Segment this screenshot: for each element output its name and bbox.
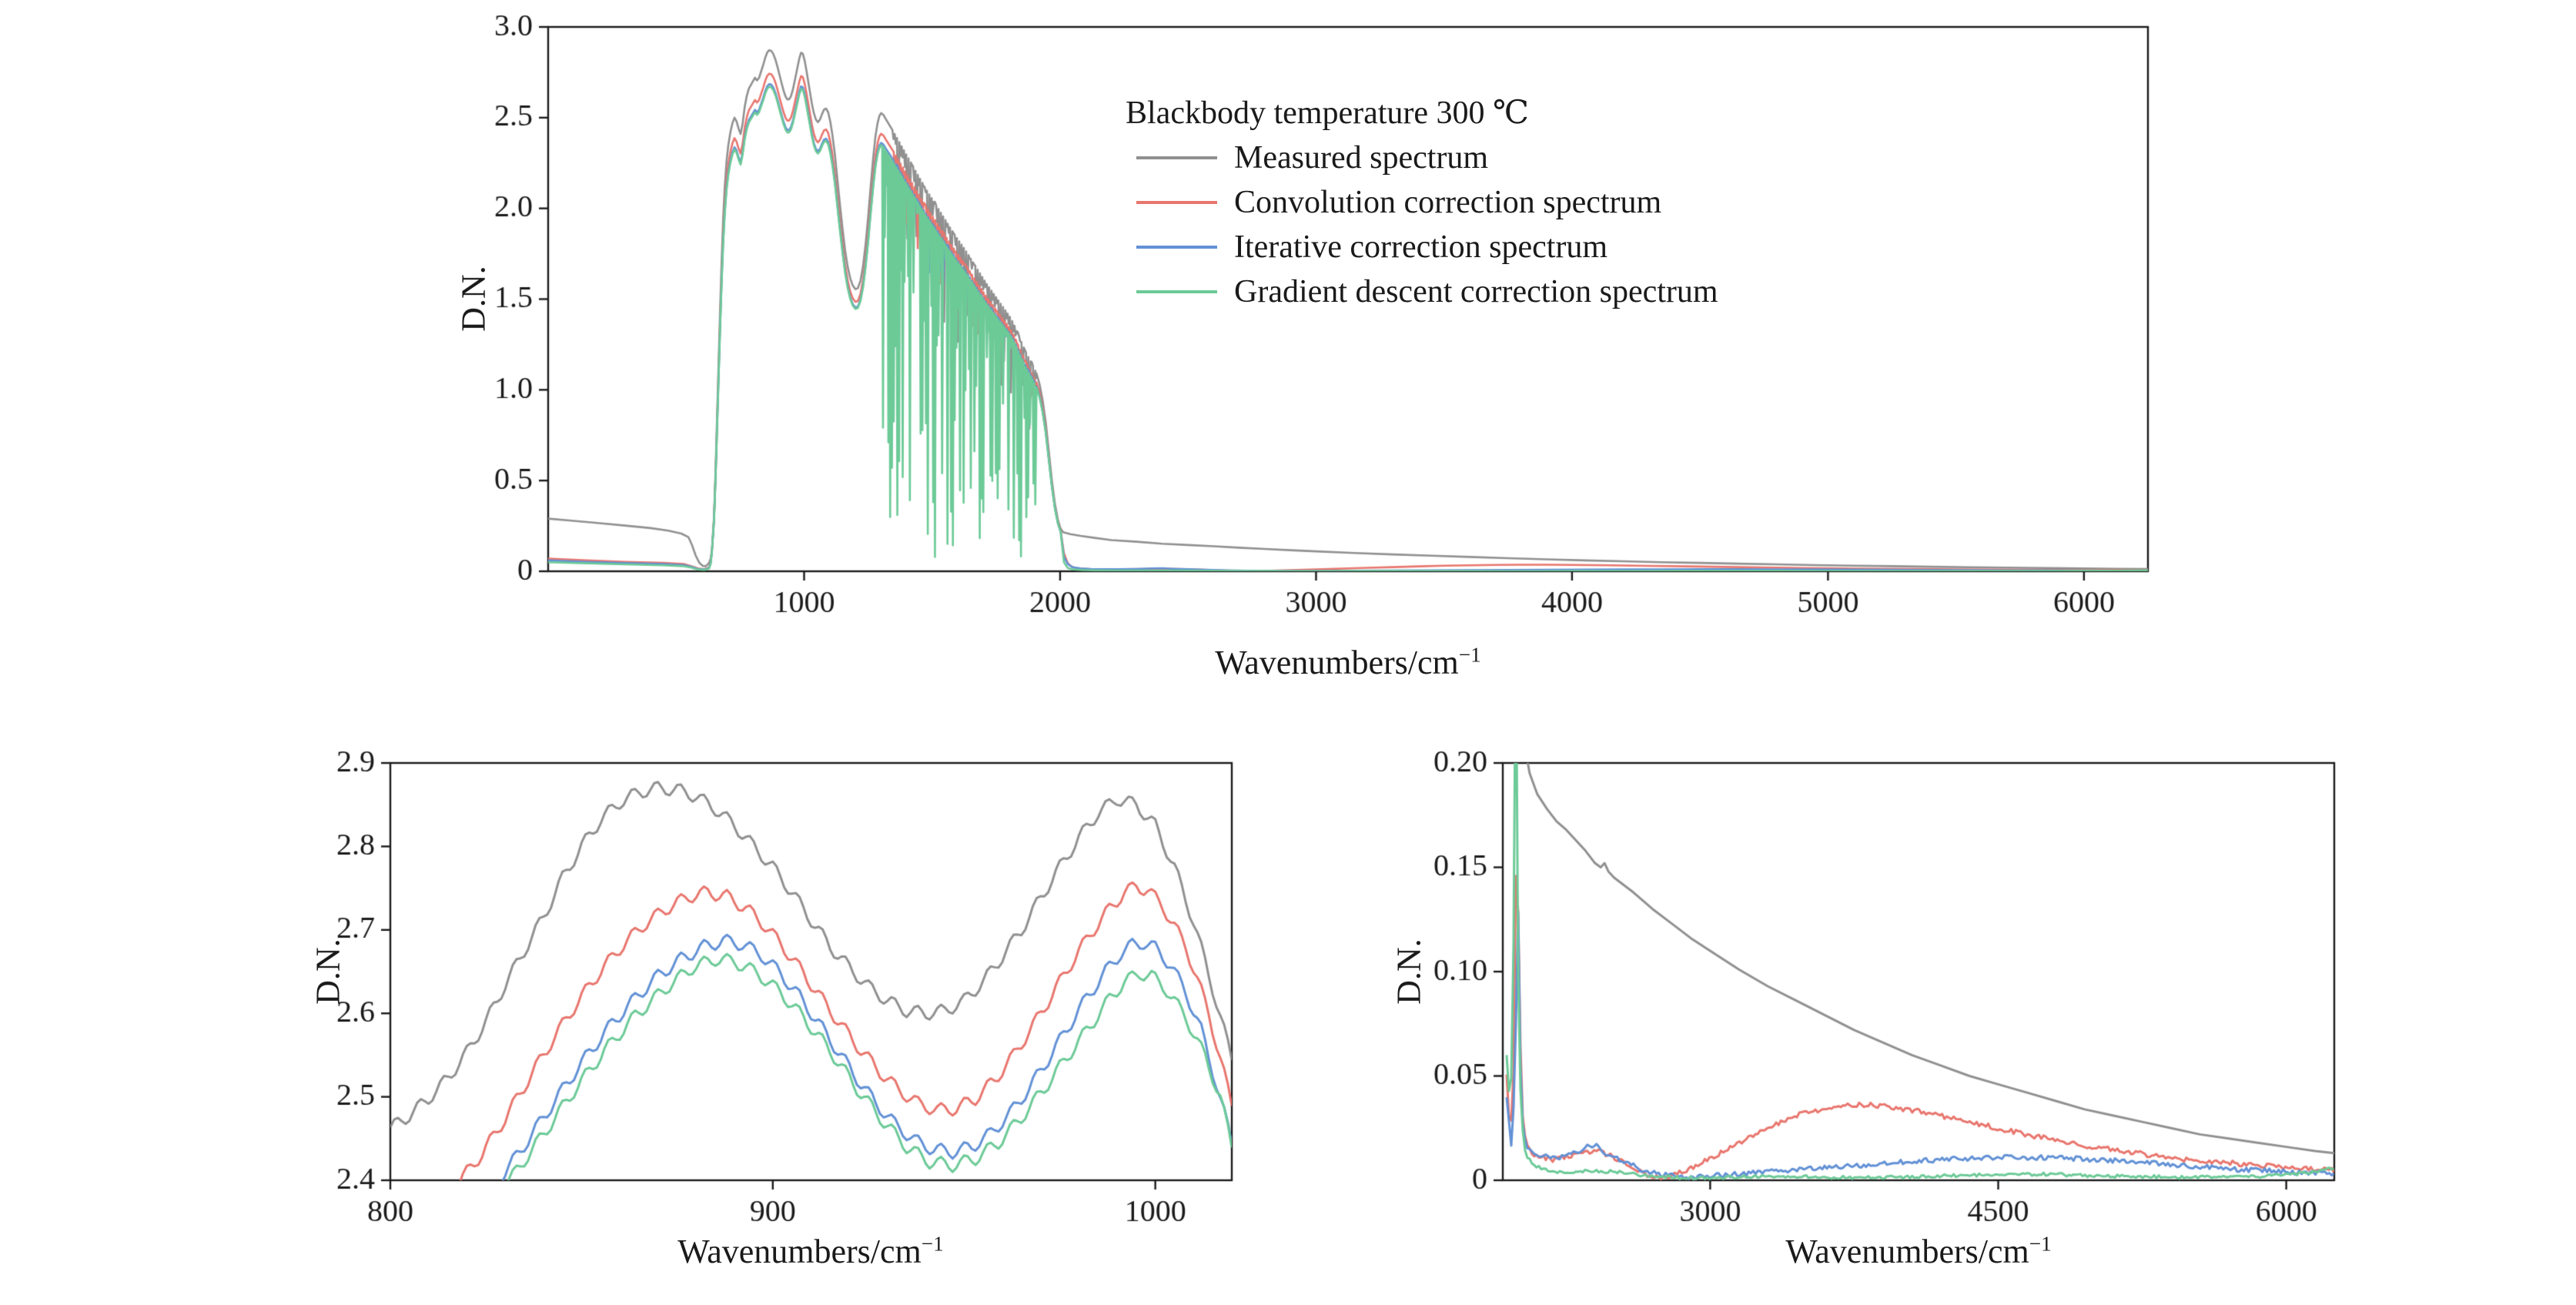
zoom-band-chart-canvas — [293, 735, 1293, 1228]
zoom-band-x-axis-label-text: Wavenumbers/cm — [677, 1233, 922, 1270]
legend-item-label: Iterative correction spectrum — [1234, 229, 1608, 265]
zoom-tail-y-axis-label: D.N. — [1390, 939, 1428, 1005]
zoom-tail-x-axis-label-exponent: −1 — [2029, 1232, 2052, 1256]
legend-item: Iterative correction spectrum — [1126, 225, 1718, 269]
main-x-axis-label-exponent: −1 — [1458, 643, 1481, 667]
main-x-axis-label: Wavenumbers/cm−1 — [1215, 643, 1481, 682]
legend-item-label: Gradient descent correction spectrum — [1234, 274, 1718, 310]
legend-title: Blackbody temperature 300 ℃ — [1126, 95, 1529, 131]
zoom-tail-chart: D.N. Wavenumbers/cm−1 — [1355, 735, 2387, 1305]
legend-line-sample — [1136, 156, 1217, 159]
zoom-band-chart: D.N. Wavenumbers/cm−1 — [293, 735, 1293, 1305]
zoom-tail-x-axis-label: Wavenumbers/cm−1 — [1785, 1232, 2052, 1271]
zoom-tail-x-axis-label-text: Wavenumbers/cm — [1785, 1233, 2029, 1270]
legend-line-sample — [1136, 201, 1217, 204]
legend: Blackbody temperature 300 ℃ Measured spe… — [1126, 91, 1718, 314]
legend-item: Measured spectrum — [1126, 136, 1718, 180]
zoom-band-x-axis-label-exponent: −1 — [921, 1232, 944, 1256]
main-spectrum-chart: D.N. Wavenumbers/cm−1 Blackbody temperat… — [370, 0, 2233, 708]
main-chart-canvas — [370, 0, 2233, 708]
main-x-axis-label-text: Wavenumbers/cm — [1215, 644, 1459, 681]
main-y-axis-label: D.N. — [454, 266, 493, 332]
zoom-band-y-axis-label: D.N. — [309, 939, 347, 1005]
zoom-band-x-axis-label: Wavenumbers/cm−1 — [677, 1232, 944, 1271]
legend-items: Measured spectrum Convolution correction … — [1126, 136, 1718, 314]
legend-line-sample — [1136, 246, 1217, 249]
legend-line-sample — [1136, 290, 1217, 293]
zoom-tail-chart-canvas — [1355, 735, 2387, 1228]
legend-item-label: Measured spectrum — [1234, 140, 1489, 176]
legend-item: Gradient descent correction spectrum — [1126, 269, 1718, 314]
legend-item: Convolution correction spectrum — [1126, 180, 1718, 225]
legend-item-label: Convolution correction spectrum — [1234, 185, 1662, 220]
